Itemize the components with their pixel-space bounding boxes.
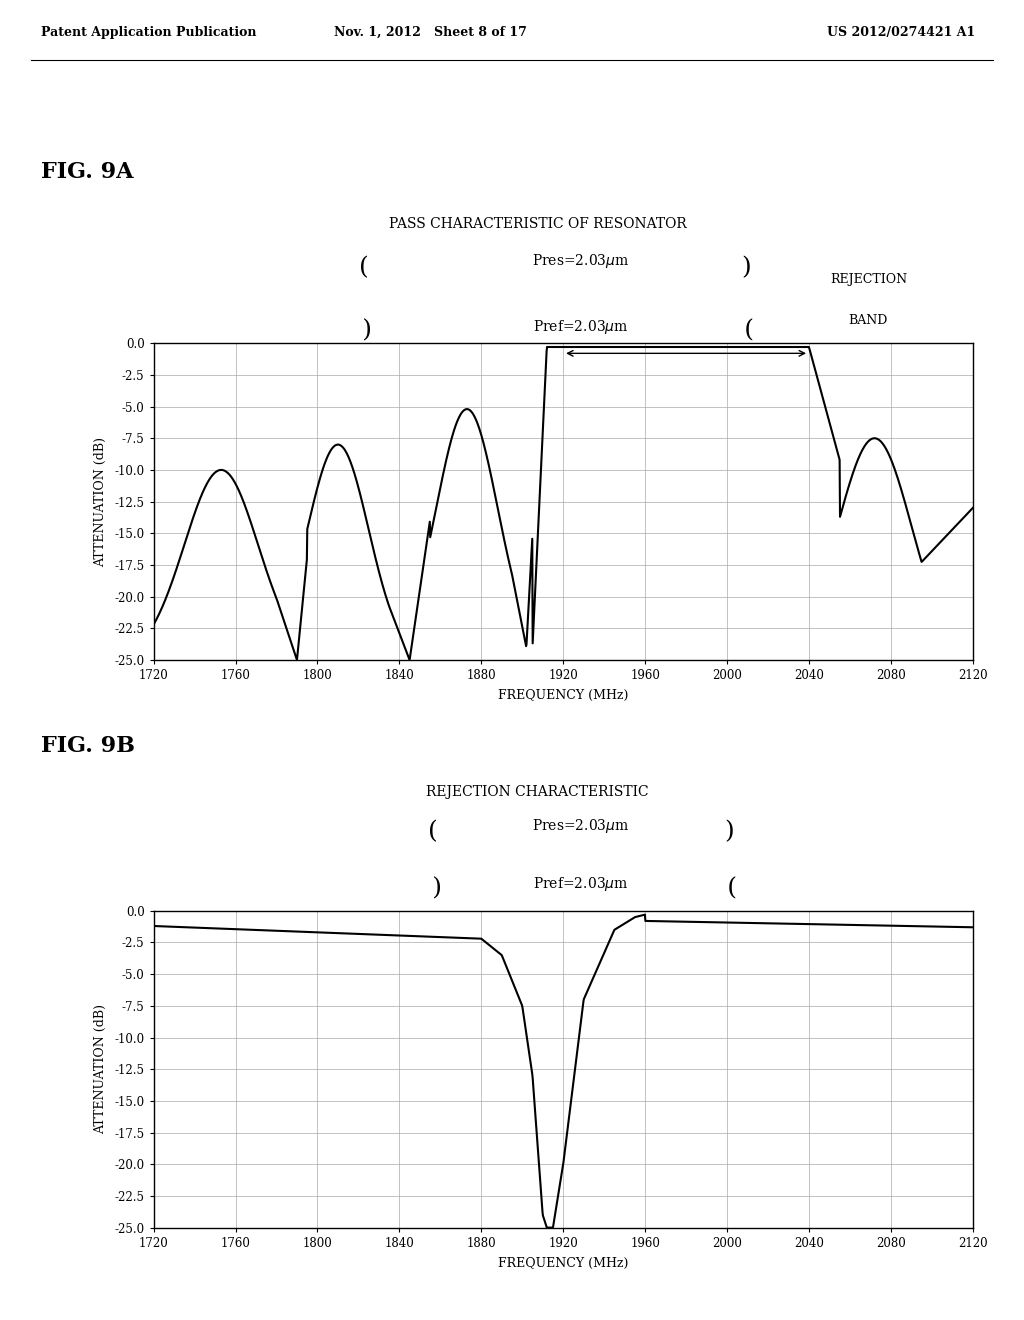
Text: FIG. 9A: FIG. 9A bbox=[41, 161, 133, 182]
Y-axis label: ATTENUATION (dB): ATTENUATION (dB) bbox=[94, 1005, 108, 1134]
Text: Pref=2.03$\mu$m: Pref=2.03$\mu$m bbox=[534, 318, 629, 335]
Y-axis label: ATTENUATION (dB): ATTENUATION (dB) bbox=[94, 437, 108, 566]
Text: FIG. 9B: FIG. 9B bbox=[41, 735, 135, 756]
Text: (: ( bbox=[428, 873, 438, 896]
Text: BAND: BAND bbox=[849, 314, 888, 327]
Text: PASS CHARACTERISTIC OF RESONATOR: PASS CHARACTERISTIC OF RESONATOR bbox=[389, 218, 686, 231]
Text: Pres=2.03$\mu$m: Pres=2.03$\mu$m bbox=[532, 252, 630, 271]
Text: US 2012/0274421 A1: US 2012/0274421 A1 bbox=[827, 26, 975, 38]
X-axis label: FREQUENCY (MHz): FREQUENCY (MHz) bbox=[498, 1257, 629, 1270]
Text: ): ) bbox=[724, 820, 734, 843]
Text: Pres=2.03$\mu$m: Pres=2.03$\mu$m bbox=[532, 817, 630, 836]
Text: (: ( bbox=[358, 315, 369, 338]
Text: REJECTION: REJECTION bbox=[829, 273, 907, 285]
Text: (: ( bbox=[358, 256, 369, 279]
Text: (: ( bbox=[428, 820, 438, 843]
Text: Patent Application Publication: Patent Application Publication bbox=[41, 26, 256, 38]
Text: ): ) bbox=[741, 315, 752, 338]
Text: Pref=2.03$\mu$m: Pref=2.03$\mu$m bbox=[534, 875, 629, 894]
Text: REJECTION CHARACTERISTIC: REJECTION CHARACTERISTIC bbox=[426, 785, 649, 799]
Text: Nov. 1, 2012   Sheet 8 of 17: Nov. 1, 2012 Sheet 8 of 17 bbox=[334, 26, 526, 38]
Text: ): ) bbox=[724, 873, 734, 896]
Text: ): ) bbox=[741, 256, 752, 279]
X-axis label: FREQUENCY (MHz): FREQUENCY (MHz) bbox=[498, 689, 629, 702]
